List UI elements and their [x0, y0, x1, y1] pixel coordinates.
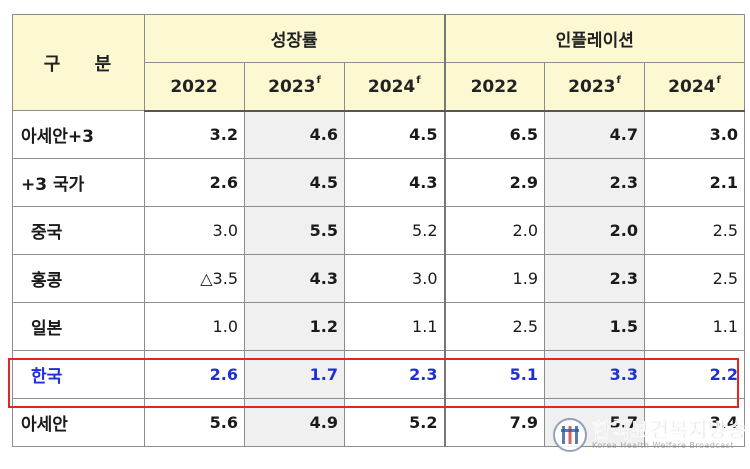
year-header: 2023f: [544, 62, 645, 112]
cell-value: 4.7: [544, 110, 645, 159]
cell-value: 5.2: [344, 398, 445, 447]
cell-value: 4.6: [244, 110, 345, 159]
table-row: 중국 3.0 5.5 5.2 2.0 2.0 2.5: [12, 206, 746, 255]
cell-value: 5.5: [244, 206, 345, 255]
cell-value: 2.6: [144, 158, 245, 207]
cell-value: 1.1: [643, 302, 746, 351]
row-label: 일본: [12, 302, 145, 351]
table-row: 일본 1.0 1.2 1.1 2.5 1.5 1.1: [12, 302, 746, 351]
cell-value: 1.2: [244, 302, 345, 351]
inflation-header: 인플레이션: [443, 14, 746, 63]
year-header: 2023f: [244, 62, 345, 112]
table-row: +3 국가 2.6 4.5 4.3 2.9 2.3 2.1: [12, 158, 746, 207]
economic-outlook-table: 구 분 성장률 인플레이션 2022 2023f 2024f 2022 2023…: [12, 14, 746, 447]
year-header: 2022: [144, 62, 245, 112]
cell-value: 2.0: [544, 206, 645, 255]
growth-rate-header: 성장률: [144, 14, 445, 63]
year-header: 2024f: [344, 62, 445, 112]
cell-value: 1.7: [244, 350, 345, 399]
table-row-highlighted: 한국 2.6 1.7 2.3 5.1 3.3 2.2: [12, 350, 746, 399]
year-header: 2022: [443, 62, 545, 112]
cell-value: 3.0: [344, 254, 445, 303]
category-header: 구 분: [12, 14, 145, 111]
cell-value: 4.5: [344, 110, 445, 159]
row-label: 중국: [12, 206, 145, 255]
cell-value: △3.5: [144, 254, 245, 303]
cell-value: 2.5: [643, 206, 746, 255]
cell-value: 4.9: [244, 398, 345, 447]
cell-value: 3.0: [643, 110, 746, 159]
row-label: 아세안+3: [12, 110, 145, 159]
cell-value: 3.3: [544, 350, 645, 399]
cell-value: 1.9: [443, 254, 545, 303]
cell-value: 4.3: [244, 254, 345, 303]
cell-value: 2.9: [443, 158, 545, 207]
row-label: 아세안: [12, 398, 145, 447]
watermark-name: 한국보건복지방송: [592, 418, 748, 442]
year-header: 2024f: [643, 62, 746, 112]
cell-value: 2.0: [443, 206, 545, 255]
row-label: +3 국가: [12, 158, 145, 207]
table-row: 아세안+3 3.2 4.6 4.5 6.5 4.7 3.0: [12, 110, 746, 159]
cell-value: 2.1: [643, 158, 746, 207]
watermark: 한국보건복지방송 Korea Health Welfare Broadcast: [552, 415, 748, 455]
cell-value: 3.2: [144, 110, 245, 159]
cell-value: 1.0: [144, 302, 245, 351]
cell-value: 3.0: [144, 206, 245, 255]
cell-value: 6.5: [443, 110, 545, 159]
cell-value: 2.5: [443, 302, 545, 351]
cell-value: 2.3: [544, 254, 645, 303]
cell-value: 2.6: [144, 350, 245, 399]
row-label: 홍콩: [12, 254, 145, 303]
cell-value: 7.9: [443, 398, 545, 447]
cell-value: 5.1: [443, 350, 545, 399]
broadcast-logo-icon: [553, 418, 587, 452]
cell-value: 1.1: [344, 302, 445, 351]
cell-value: 2.3: [344, 350, 445, 399]
cell-value: 5.6: [144, 398, 245, 447]
cell-value: 2.3: [544, 158, 645, 207]
table-row: 홍콩 △3.5 4.3 3.0 1.9 2.3 2.5: [12, 254, 746, 303]
cell-value: 4.5: [244, 158, 345, 207]
cell-value: 2.5: [643, 254, 746, 303]
row-label: 한국: [12, 350, 145, 399]
cell-value: 4.3: [344, 158, 445, 207]
cell-value: 2.2: [643, 350, 746, 399]
cell-value: 1.5: [544, 302, 645, 351]
watermark-subtitle: Korea Health Welfare Broadcast: [592, 441, 734, 450]
cell-value: 5.2: [344, 206, 445, 255]
